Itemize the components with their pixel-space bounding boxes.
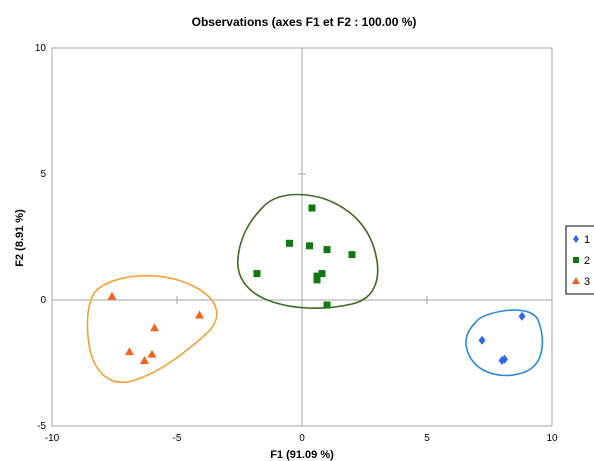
legend-label: 3: [584, 276, 590, 288]
series-1-point: [501, 354, 508, 364]
series-2-point: [306, 242, 313, 250]
legend-box: [565, 225, 594, 295]
cluster-1-outline: [465, 309, 544, 377]
y-tick-label: 5: [40, 169, 46, 180]
legend-label: 2: [584, 255, 590, 267]
series-2-point: [318, 270, 326, 278]
series-2-point: [286, 239, 293, 247]
series-2-point: [323, 246, 331, 254]
series-1-point: [518, 311, 526, 321]
x-tick-label: 5: [424, 433, 430, 444]
chart-title: Observations (axes F1 et F2 : 100.00 %): [192, 15, 417, 29]
series-1-point: [478, 335, 486, 345]
series-2-point: [253, 270, 261, 278]
legend-marker-1: [573, 235, 579, 243]
legend: 1 2 3: [565, 225, 594, 295]
x-tick-label: -5: [173, 433, 182, 444]
y-tick-label: -5: [37, 421, 46, 432]
cluster-3-outline: [86, 275, 218, 384]
x-tick-label: -10: [45, 433, 60, 444]
y-tick-label: 0: [40, 295, 46, 306]
legend-label: 1: [584, 234, 590, 246]
x-axis-title: F1 (91.09 %): [270, 449, 334, 461]
series-3-point: [195, 310, 204, 319]
legend-marker-2: [573, 257, 579, 263]
series-2-point: [313, 276, 321, 284]
series-2-point: [308, 204, 316, 212]
series-2-point: [348, 251, 356, 259]
series-3-point: [140, 355, 149, 364]
series-3-point: [147, 349, 157, 358]
y-tick-label: 10: [35, 43, 47, 54]
cluster-outlines: [86, 193, 544, 384]
series-3-point: [150, 323, 159, 332]
cluster-2-outline: [237, 193, 379, 309]
series-3-point: [107, 291, 117, 300]
tick-marks: [51, 47, 553, 427]
series-2-point: [323, 301, 331, 309]
x-tick-label: 0: [299, 433, 305, 444]
series-2-point: [313, 272, 321, 280]
data-points: [107, 204, 526, 365]
series-3-point: [125, 347, 134, 356]
legend-marker-3: [572, 277, 580, 284]
x-tick-label: 10: [546, 433, 558, 444]
y-axis-title: F2 (8.91 %): [14, 209, 26, 267]
legend-markers: [572, 235, 580, 284]
